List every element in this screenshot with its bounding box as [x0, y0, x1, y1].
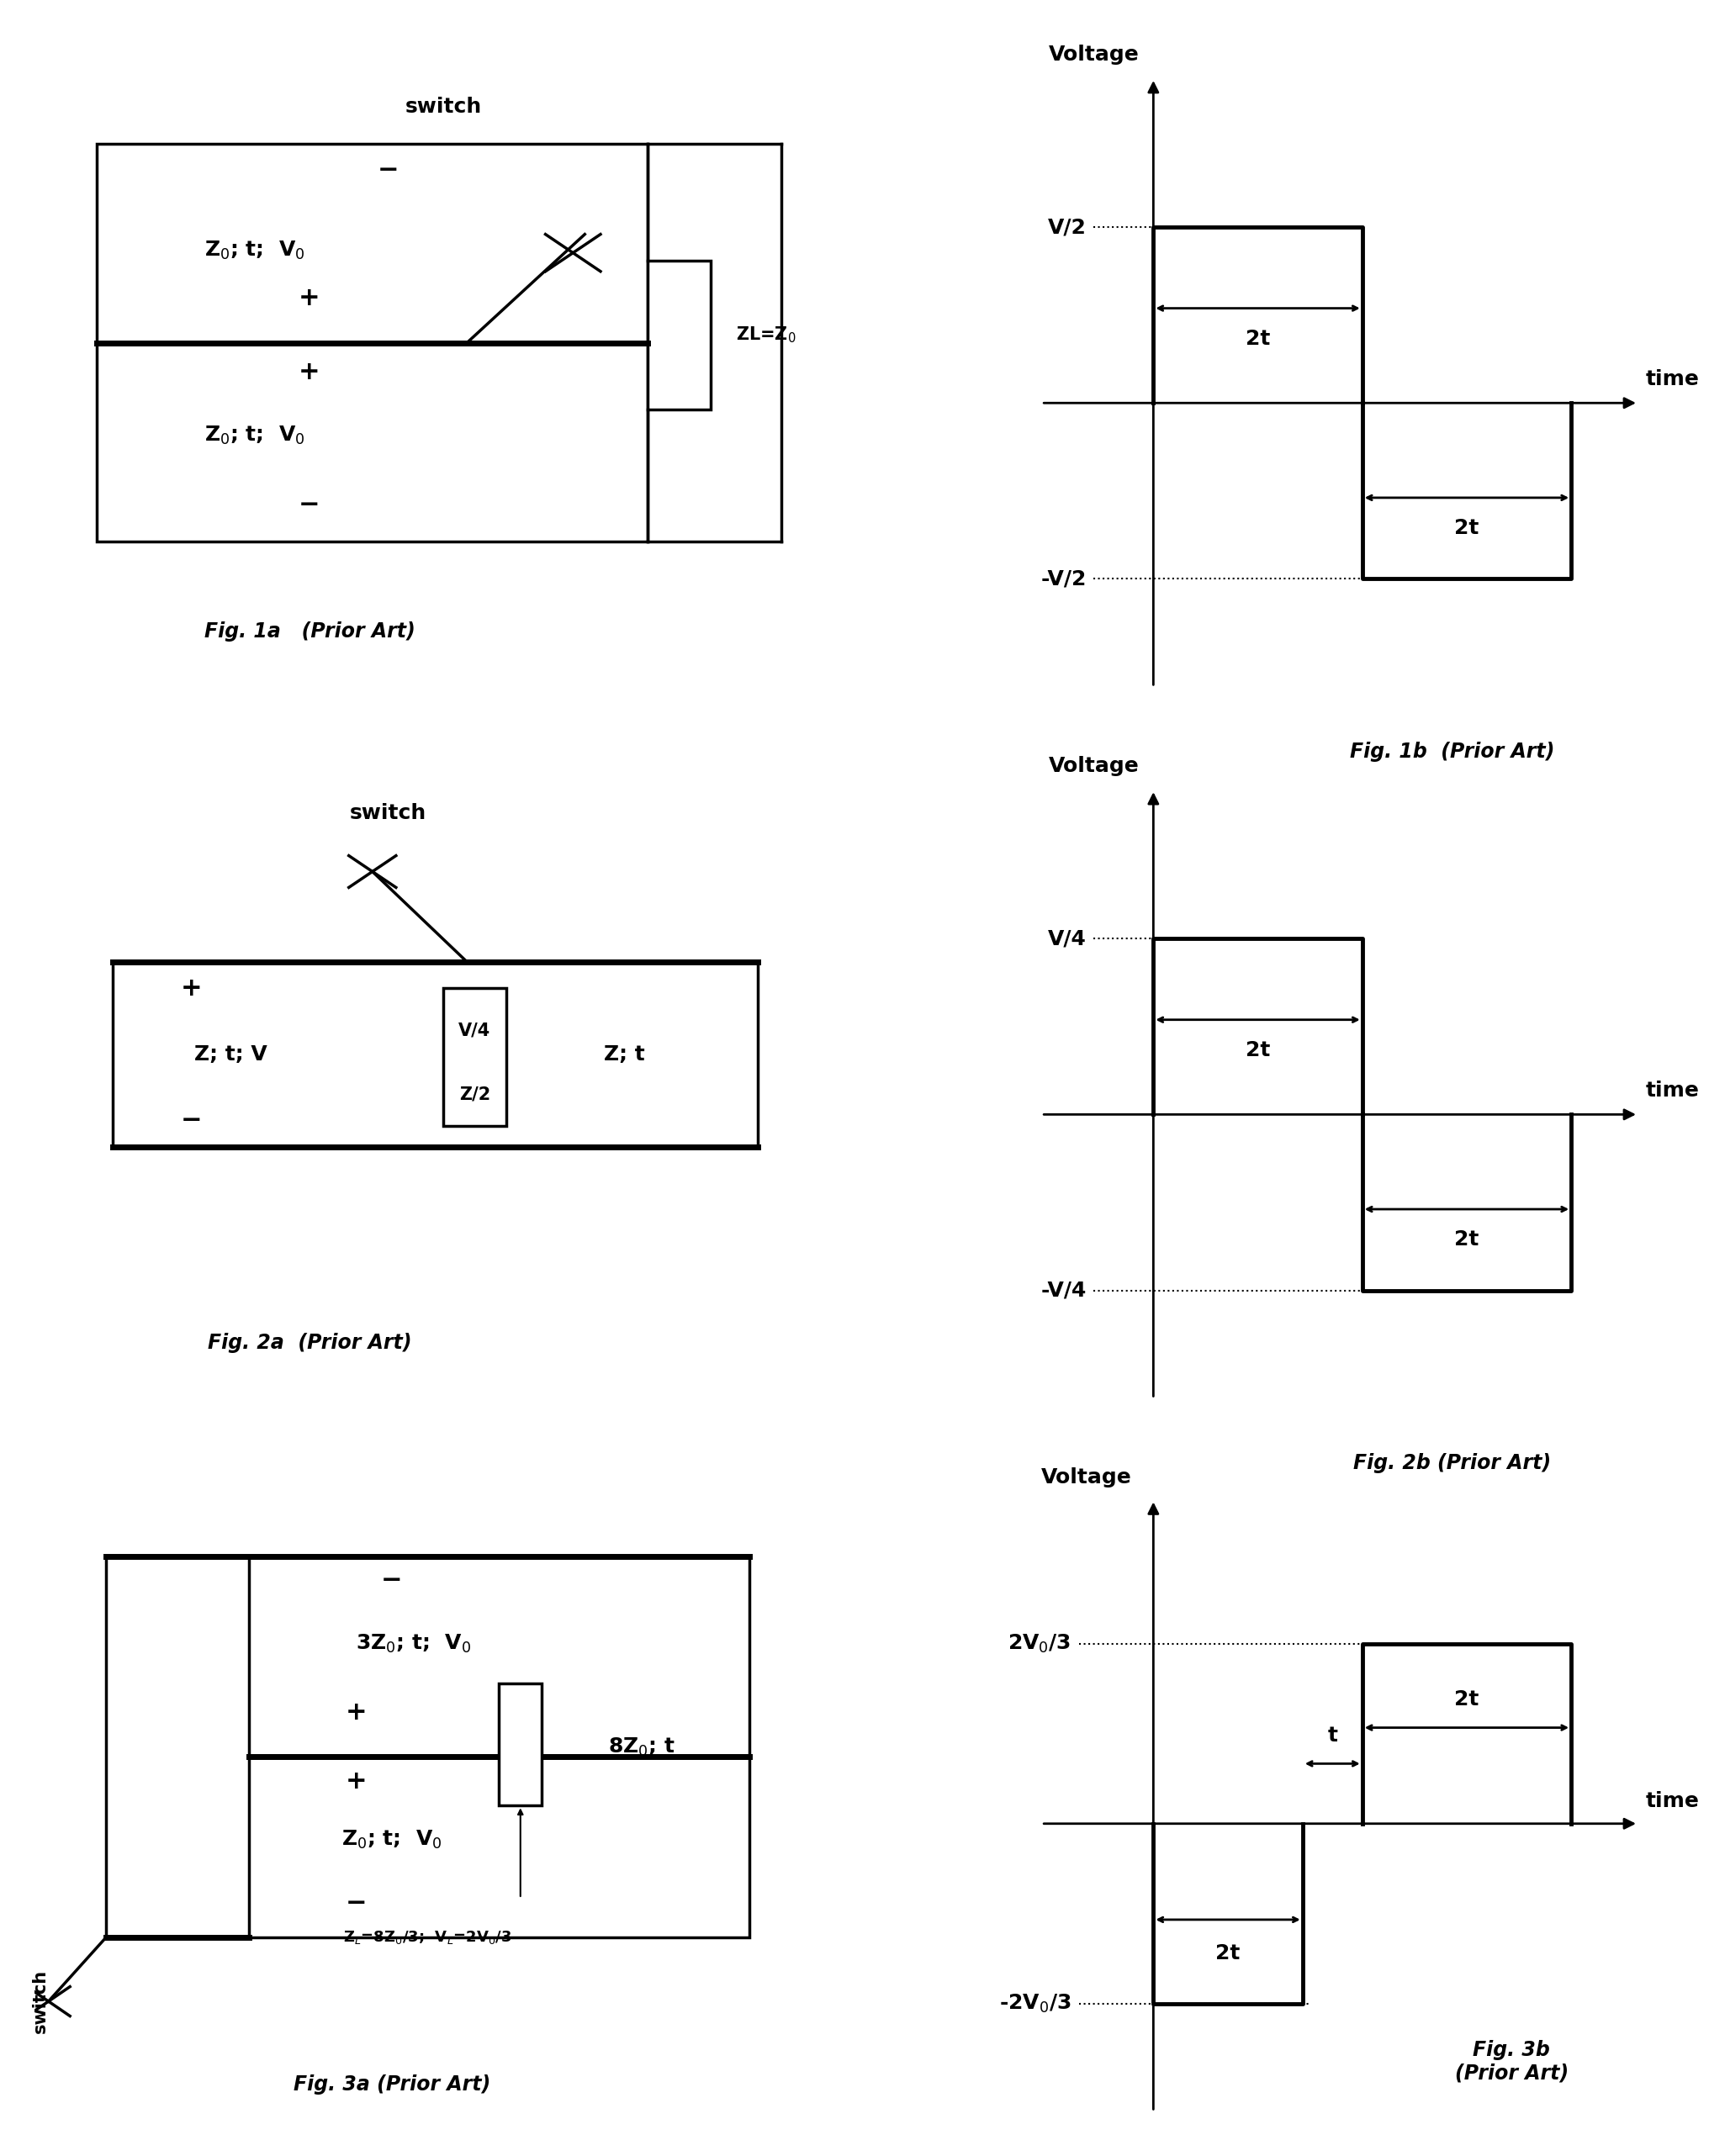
Text: time: time	[1646, 1792, 1699, 1811]
Bar	[499, 1684, 542, 1807]
Text: t: t	[1326, 1725, 1336, 1746]
Text: switch: switch	[32, 1968, 48, 2033]
Text: Fig. 1b  (Prior Art): Fig. 1b (Prior Art)	[1348, 742, 1553, 761]
Text: +: +	[345, 1768, 366, 1794]
Text: -V/2: -V/2	[1041, 569, 1085, 589]
Bar	[648, 261, 711, 410]
Text: Fig. 1a   (Prior Art): Fig. 1a (Prior Art)	[203, 621, 415, 642]
Bar	[113, 962, 757, 1147]
Text: 2t: 2t	[1215, 1945, 1239, 1964]
Bar	[97, 144, 648, 541]
Text: Z/2: Z/2	[458, 1087, 490, 1102]
Text: −: −	[299, 492, 320, 517]
Text: Voltage: Voltage	[1048, 45, 1138, 65]
Bar	[248, 1557, 749, 1938]
Text: Z; t: Z; t	[603, 1044, 644, 1065]
Text: Z$_0$; t;  V$_0$: Z$_0$; t; V$_0$	[342, 1828, 443, 1850]
Text: +: +	[299, 360, 320, 384]
Text: V/4: V/4	[458, 1022, 490, 1039]
Text: -2V$_0$/3: -2V$_0$/3	[998, 1992, 1072, 2014]
Text: Voltage: Voltage	[1048, 757, 1138, 776]
Text: Fig. 2b (Prior Art): Fig. 2b (Prior Art)	[1352, 1453, 1550, 1473]
Text: switch: switch	[405, 97, 482, 116]
Text: 2V$_0$/3: 2V$_0$/3	[1007, 1632, 1072, 1654]
Text: Z; t; V: Z; t; V	[195, 1044, 267, 1065]
Text: −: −	[181, 1108, 202, 1132]
Text: 8Z$_0$; t: 8Z$_0$; t	[608, 1736, 675, 1757]
Text: V/2: V/2	[1048, 218, 1085, 237]
Text: V/4: V/4	[1048, 929, 1085, 949]
Text: −: −	[378, 160, 398, 183]
Text: +: +	[345, 1701, 366, 1725]
Text: time: time	[1646, 1080, 1699, 1102]
Text: −: −	[345, 1891, 366, 1917]
Text: +: +	[181, 977, 202, 1000]
Text: 2t: 2t	[1454, 517, 1478, 539]
Text: Fig. 3b
(Prior Art): Fig. 3b (Prior Art)	[1454, 2040, 1567, 2083]
Text: Z$_L$=8Z$_0$/3;  V$_L$=2V$_0$/3: Z$_L$=8Z$_0$/3; V$_L$=2V$_0$/3	[344, 1930, 511, 1947]
Text: 2t: 2t	[1244, 328, 1270, 349]
Text: ZL=Z$_0$: ZL=Z$_0$	[735, 326, 795, 345]
Text: Z$_0$; t;  V$_0$: Z$_0$; t; V$_0$	[203, 425, 304, 446]
Text: −: −	[381, 1567, 402, 1593]
Text: 2t: 2t	[1244, 1039, 1270, 1061]
Bar	[443, 987, 506, 1125]
Text: time: time	[1646, 369, 1699, 390]
Text: Fig. 2a  (Prior Art): Fig. 2a (Prior Art)	[207, 1332, 412, 1354]
Text: -V/4: -V/4	[1041, 1281, 1085, 1300]
Text: 2t: 2t	[1454, 1690, 1478, 1710]
Text: Voltage: Voltage	[1041, 1468, 1131, 1488]
Text: Z$_0$; t;  V$_0$: Z$_0$; t; V$_0$	[203, 239, 304, 261]
Text: 2t: 2t	[1454, 1229, 1478, 1250]
Text: 3Z$_0$; t;  V$_0$: 3Z$_0$; t; V$_0$	[355, 1634, 470, 1656]
Text: +: +	[299, 287, 320, 310]
Text: switch: switch	[350, 804, 426, 824]
Text: Fig. 3a (Prior Art): Fig. 3a (Prior Art)	[292, 2074, 490, 2096]
